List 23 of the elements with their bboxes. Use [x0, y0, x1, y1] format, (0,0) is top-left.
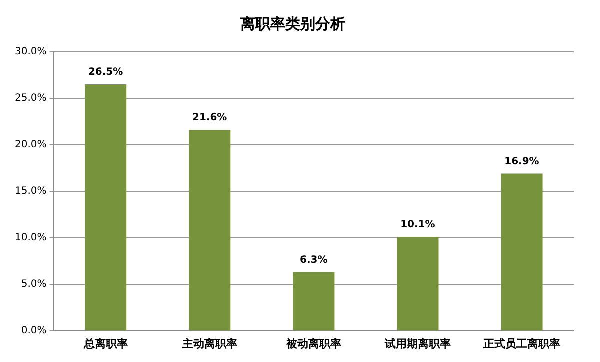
bar	[397, 236, 439, 330]
x-tick-label: 被动离职率	[285, 337, 342, 350]
data-label: 10.1%	[400, 220, 436, 231]
data-label: 26.5%	[88, 67, 124, 78]
data-label: 21.6%	[192, 112, 228, 124]
x-tick-label: 正式员工离职率	[482, 337, 560, 350]
y-tick-label: 30.0%	[14, 46, 47, 58]
x-tick-label: 试用期离职率	[384, 337, 451, 350]
y-tick-label: 25.0%	[14, 93, 47, 104]
x-tick-label: 总离职率	[82, 337, 128, 350]
y-tick-label: 20.0%	[14, 140, 47, 151]
chart-title: 离职率类别分析	[240, 14, 346, 33]
bar	[501, 174, 543, 330]
data-label: 16.9%	[504, 156, 540, 168]
y-tick-label: 10.0%	[14, 232, 47, 244]
data-label: 6.3%	[300, 254, 328, 266]
bar	[189, 130, 231, 330]
y-tick-label: 15.0%	[14, 186, 47, 197]
bar	[293, 272, 335, 330]
y-tick-label: 5.0%	[21, 278, 47, 290]
y-tick-label: 0.0%	[21, 325, 47, 336]
bar	[84, 84, 127, 330]
x-tick-label: 主动离职率	[181, 337, 238, 350]
